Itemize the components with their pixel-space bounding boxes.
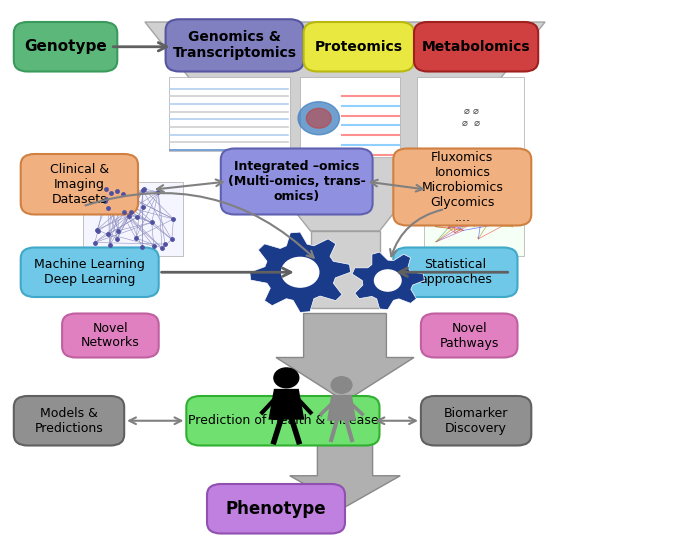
Point (137, 243, 148, 252)
FancyBboxPatch shape (414, 22, 538, 72)
FancyBboxPatch shape (393, 248, 518, 297)
Circle shape (306, 108, 331, 128)
Point (168, 214, 179, 223)
Polygon shape (268, 389, 304, 420)
Text: Phenotype: Phenotype (226, 500, 326, 518)
FancyBboxPatch shape (393, 148, 531, 225)
Point (138, 184, 149, 193)
FancyBboxPatch shape (186, 396, 380, 446)
Point (92, 226, 103, 234)
Point (103, 229, 114, 238)
FancyBboxPatch shape (21, 248, 159, 297)
Text: Proteomics: Proteomics (315, 40, 403, 54)
Point (137, 186, 148, 195)
Point (101, 185, 112, 194)
Polygon shape (327, 395, 356, 421)
Circle shape (274, 368, 299, 388)
Text: Clinical &
Imaging
Datasets: Clinical & Imaging Datasets (50, 163, 109, 206)
FancyBboxPatch shape (166, 19, 304, 72)
Polygon shape (250, 232, 351, 312)
Polygon shape (310, 231, 380, 308)
FancyBboxPatch shape (169, 77, 290, 151)
Point (146, 218, 157, 227)
Point (159, 240, 170, 249)
Point (92, 227, 104, 235)
Circle shape (282, 257, 319, 287)
FancyBboxPatch shape (417, 77, 524, 157)
Text: Prediction of Health & Disease: Prediction of Health & Disease (188, 414, 378, 427)
Polygon shape (276, 314, 414, 402)
Point (104, 240, 115, 249)
FancyBboxPatch shape (62, 314, 159, 358)
Text: Metabolomics: Metabolomics (422, 40, 531, 54)
Text: Genomics &
Transcriptomics: Genomics & Transcriptomics (172, 30, 297, 60)
Text: ⌀ ⌀
⌀  ⌀: ⌀ ⌀ ⌀ ⌀ (462, 106, 480, 128)
Point (137, 202, 148, 211)
Point (112, 234, 123, 243)
FancyBboxPatch shape (14, 22, 117, 72)
Point (126, 208, 137, 217)
Point (105, 188, 116, 197)
FancyBboxPatch shape (14, 396, 124, 446)
Point (99, 197, 110, 206)
Point (131, 213, 142, 222)
Text: Models &
Predictions: Models & Predictions (34, 407, 104, 434)
FancyBboxPatch shape (221, 148, 373, 214)
FancyBboxPatch shape (207, 484, 345, 534)
FancyBboxPatch shape (83, 182, 183, 256)
Point (124, 211, 135, 220)
FancyBboxPatch shape (421, 396, 531, 446)
Text: Fluxomics
Ionomics
Microbiomics
Glycomics
....: Fluxomics Ionomics Microbiomics Glycomic… (422, 151, 503, 223)
FancyBboxPatch shape (424, 182, 524, 256)
Point (152, 188, 164, 196)
Text: Statistical
approaches: Statistical approaches (419, 258, 492, 286)
Point (130, 233, 141, 242)
FancyBboxPatch shape (304, 22, 414, 72)
Text: Biomarker
Discovery: Biomarker Discovery (444, 407, 509, 434)
Point (166, 235, 177, 244)
Point (103, 204, 114, 213)
Point (113, 226, 124, 235)
Circle shape (298, 102, 339, 135)
Point (112, 186, 123, 195)
Text: Integrated –omics
(Multi-omics, trans-
omics): Integrated –omics (Multi-omics, trans- o… (228, 160, 366, 203)
Point (148, 242, 159, 251)
Text: Novel
Pathways: Novel Pathways (440, 322, 499, 349)
Point (119, 207, 130, 216)
Text: Machine Learning
Deep Learning: Machine Learning Deep Learning (34, 258, 145, 286)
Text: Novel
Networks: Novel Networks (81, 322, 140, 349)
Point (101, 195, 112, 204)
FancyBboxPatch shape (300, 77, 400, 157)
Point (157, 244, 168, 252)
Circle shape (375, 270, 401, 291)
FancyBboxPatch shape (21, 154, 138, 215)
Point (89, 238, 100, 247)
Point (118, 189, 129, 198)
Polygon shape (352, 252, 424, 310)
Polygon shape (145, 22, 545, 231)
Polygon shape (290, 443, 400, 507)
Text: Genotype: Genotype (24, 39, 107, 54)
Circle shape (331, 377, 352, 393)
FancyBboxPatch shape (421, 314, 518, 358)
